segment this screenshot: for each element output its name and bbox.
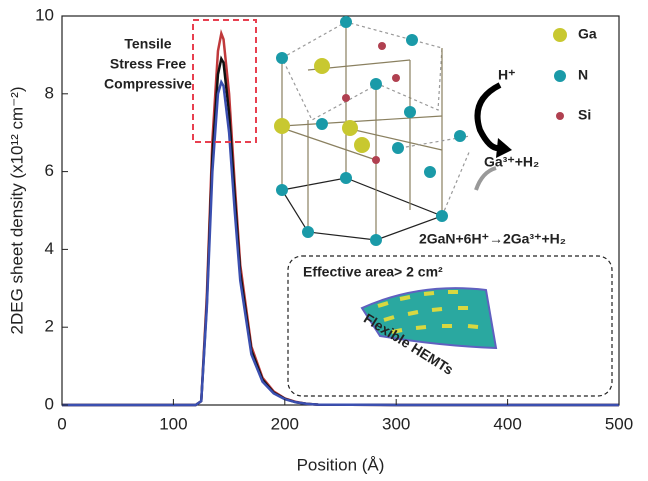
annotation: N (578, 67, 588, 83)
chart: 0 100 200 300 400 500 0 2 4 6 8 10 Position (Å) 2DEG … (0, 0, 648, 476)
y-axis-label: 2DEG sheet density (x10¹² cm⁻²) (7, 87, 26, 335)
gray-arrow (476, 168, 496, 190)
annotation: Ga³⁺+H₂ (484, 154, 539, 170)
reaction-arrow (478, 85, 501, 148)
x-tick-label: 200 (271, 414, 299, 433)
legend-label: Stress Free (110, 56, 186, 72)
y-tick-label: 6 (45, 161, 54, 180)
x-tick-label: 400 (493, 414, 521, 433)
y-tick-label: 10 (35, 5, 54, 24)
plot-frame (62, 16, 619, 405)
annotation: Effective area> 2 cm² (303, 264, 443, 280)
x-axis-label: Position (Å) (297, 455, 385, 474)
x-tick-label: 500 (605, 414, 633, 433)
annotation: Si (578, 107, 591, 123)
y-tick-label: 2 (45, 317, 54, 336)
y-tick-label: 0 (45, 394, 54, 413)
legend-label: Tensile (124, 36, 171, 52)
x-tick-label: 0 (57, 414, 66, 433)
legend-label: Compressive (104, 76, 192, 92)
x-tick-label: 300 (382, 414, 410, 433)
annotation: Ga (578, 26, 597, 42)
annotation: 2GaN+6H⁺→2Ga³⁺+H₂ (419, 231, 566, 247)
x-tick-label: 100 (159, 414, 187, 433)
crystal-illustration (274, 16, 567, 246)
y-tick-label: 8 (45, 83, 54, 102)
y-tick-label: 4 (45, 239, 54, 258)
annotation: H⁺ (498, 67, 516, 83)
